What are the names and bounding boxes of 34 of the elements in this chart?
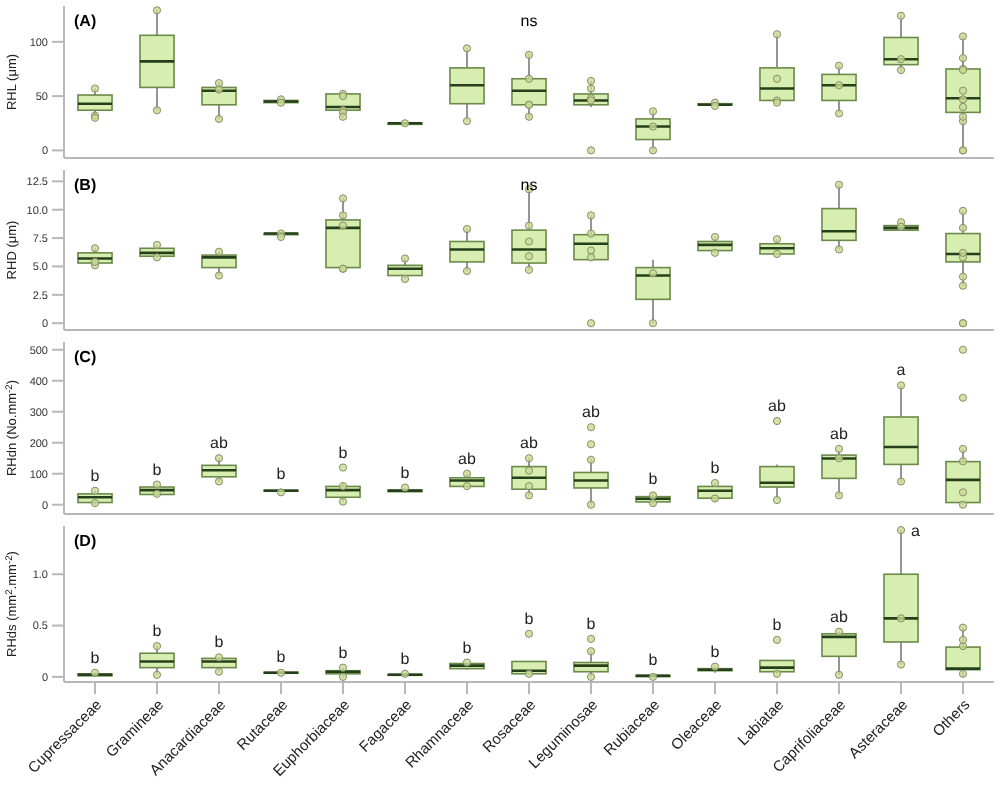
text: b: [90, 648, 100, 667]
text: b: [214, 633, 224, 652]
text: ab: [458, 449, 476, 468]
chart-title: (B): [74, 176, 97, 194]
annotation: ns: [520, 12, 538, 30]
text: ab: [830, 424, 848, 443]
text: b: [338, 643, 348, 662]
text: b: [648, 469, 658, 488]
text: ab: [520, 434, 538, 453]
text: b: [338, 443, 348, 462]
text: b: [710, 459, 720, 478]
text: a: [911, 521, 920, 540]
text: ab: [210, 434, 228, 453]
text: b: [276, 647, 286, 666]
annotation: ns: [520, 176, 538, 194]
chart-title: (C): [74, 348, 97, 366]
text: b: [400, 463, 410, 482]
text: b: [586, 614, 596, 633]
text: a: [896, 361, 906, 380]
text: b: [152, 622, 162, 641]
text: b: [710, 642, 720, 661]
chart-title: (D): [74, 532, 97, 550]
chart-title: (A): [74, 12, 97, 30]
text: b: [400, 649, 410, 668]
text: b: [524, 609, 534, 628]
text: ab: [582, 403, 600, 422]
text: ab: [768, 397, 786, 416]
text: b: [276, 465, 286, 484]
text: b: [152, 460, 162, 479]
text: ab: [830, 607, 848, 626]
text: b: [772, 615, 782, 634]
text: b: [90, 466, 100, 485]
text: b: [462, 638, 472, 657]
text: b: [648, 650, 658, 669]
